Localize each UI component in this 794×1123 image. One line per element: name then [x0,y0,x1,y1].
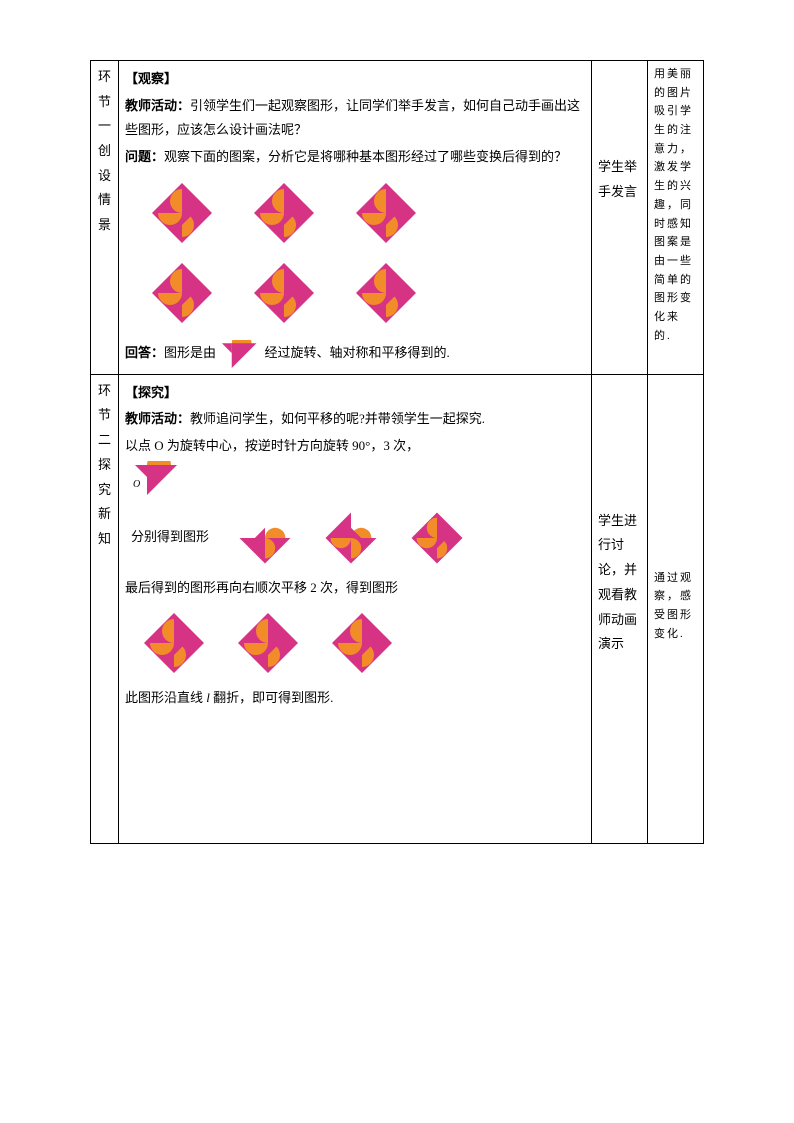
question-text: 观察下面的图案，分析它是将哪种基本图形经过了哪些变换后得到的？ [164,149,567,164]
rotate-line: 以点 O 为旋转中心，按逆时针方向旋转 90°，3 次， [125,434,585,459]
stage-char: 设 [97,164,112,189]
stage-char: 环 [97,379,112,404]
student-text-1: 学生举手发言 [598,155,641,204]
stage-char: 知 [97,527,112,552]
observe-heading: 【观察】 [125,67,585,92]
pinwheel-grid-row-1 [145,176,585,250]
teacher-label: 教师活动： [125,98,190,113]
pinwheel-icon [247,176,321,250]
final-row [137,606,585,680]
basic-shape-icon [219,340,261,368]
student-cell-2: 学生进行讨论，并观看教师动画演示 [592,374,648,843]
line4-after: 翻折，即可得到图形. [210,690,334,705]
pinwheel-step-icon [407,508,467,568]
step-row-1: 分别得到图形 [131,508,585,568]
stage-char: 情 [97,188,112,213]
line3-text: 最后得到的图形再向右顺次平移 2 次，得到图形 [125,576,585,601]
lesson-table: 环 节 一 创 设 情 景 【观察】 教师活动：引领学生们一起观察图形，让同学们… [90,60,704,844]
stage-char: 二 [97,428,112,453]
teacher-text: 引领学生们一起观察图形，让同学们举手发言，如何自己动手画出这些图形，应该怎么设计… [125,98,580,138]
explore-heading: 【探究】 [125,381,585,406]
table-row: 环 节 一 创 设 情 景 【观察】 教师活动：引领学生们一起观察图形，让同学们… [91,61,704,375]
stage-char: 环 [97,65,112,90]
line4: 此图形沿直线 l 翻折，即可得到图形. [125,686,585,711]
pinwheel-icon [325,606,399,680]
line4-before: 此图形沿直线 [125,690,206,705]
answer-before: 图形是由 [164,345,216,360]
svg-text:O: O [133,479,140,490]
question-line: 问题：观察下面的图案，分析它是将哪种基本图形经过了哪些变换后得到的？ [125,145,585,170]
pinwheel-step-icon [321,508,381,568]
note-cell-2: 通过观察，感受图形变化. [648,374,704,843]
content-cell-1: 【观察】 教师活动：引领学生们一起观察图形，让同学们举手发言，如何自己动手画出这… [119,61,592,375]
stage-cell-1: 环 节 一 创 设 情 景 [91,61,119,375]
stage-char: 景 [97,213,112,238]
answer-line: 回答：图形是由 经过旋转、轴对称和平移得到的. [125,340,585,368]
question-label: 问题： [125,149,164,164]
pinwheel-grid-row-2 [145,256,585,330]
answer-label: 回答： [125,345,164,360]
teacher-activity-2: 教师活动：教师追问学生，如何平移的呢?并带领学生一起探究. [125,407,585,432]
stage-char: 究 [97,478,112,503]
pinwheel-icon [247,256,321,330]
stage-cell-2: 环 节 二 探 究 新 知 [91,374,119,843]
basic-with-o: O [131,461,585,506]
stage-char: 创 [97,139,112,164]
line2-text: 分别得到图形 [131,525,209,550]
note-text-2: 通过观察，感受图形变化. [654,569,697,644]
stage-char: 一 [97,114,112,139]
basic-shape-o-icon: O [131,461,185,497]
pinwheel-icon [137,606,211,680]
teacher-activity-1: 教师活动：引领学生们一起观察图形，让同学们举手发言，如何自己动手画出这些图形，应… [125,94,585,143]
pinwheel-icon [349,256,423,330]
pinwheel-step-icon [235,508,295,568]
student-text-2: 学生进行讨论，并观看教师动画演示 [598,509,641,657]
pinwheel-icon [349,176,423,250]
stage-char: 节 [97,90,112,115]
stage-char: 节 [97,403,112,428]
table-row: 环 节 二 探 究 新 知 【探究】 教师活动：教师追问学生，如何平移的呢?并带… [91,374,704,843]
stage-char: 新 [97,502,112,527]
stage-char: 探 [97,453,112,478]
note-cell-1: 用美丽的图片吸引学生的注意力，激发学生的兴趣，同时感知图案是由一些简单的图形变化… [648,61,704,375]
pinwheel-icon [145,176,219,250]
teacher-text-2: 教师追问学生，如何平移的呢?并带领学生一起探究. [190,411,485,426]
answer-after: 经过旋转、轴对称和平移得到的. [265,345,450,360]
pinwheel-icon [231,606,305,680]
teacher-label-2: 教师活动： [125,411,190,426]
student-cell-1: 学生举手发言 [592,61,648,375]
pinwheel-icon [145,256,219,330]
content-cell-2: 【探究】 教师活动：教师追问学生，如何平移的呢?并带领学生一起探究. 以点 O … [119,374,592,843]
